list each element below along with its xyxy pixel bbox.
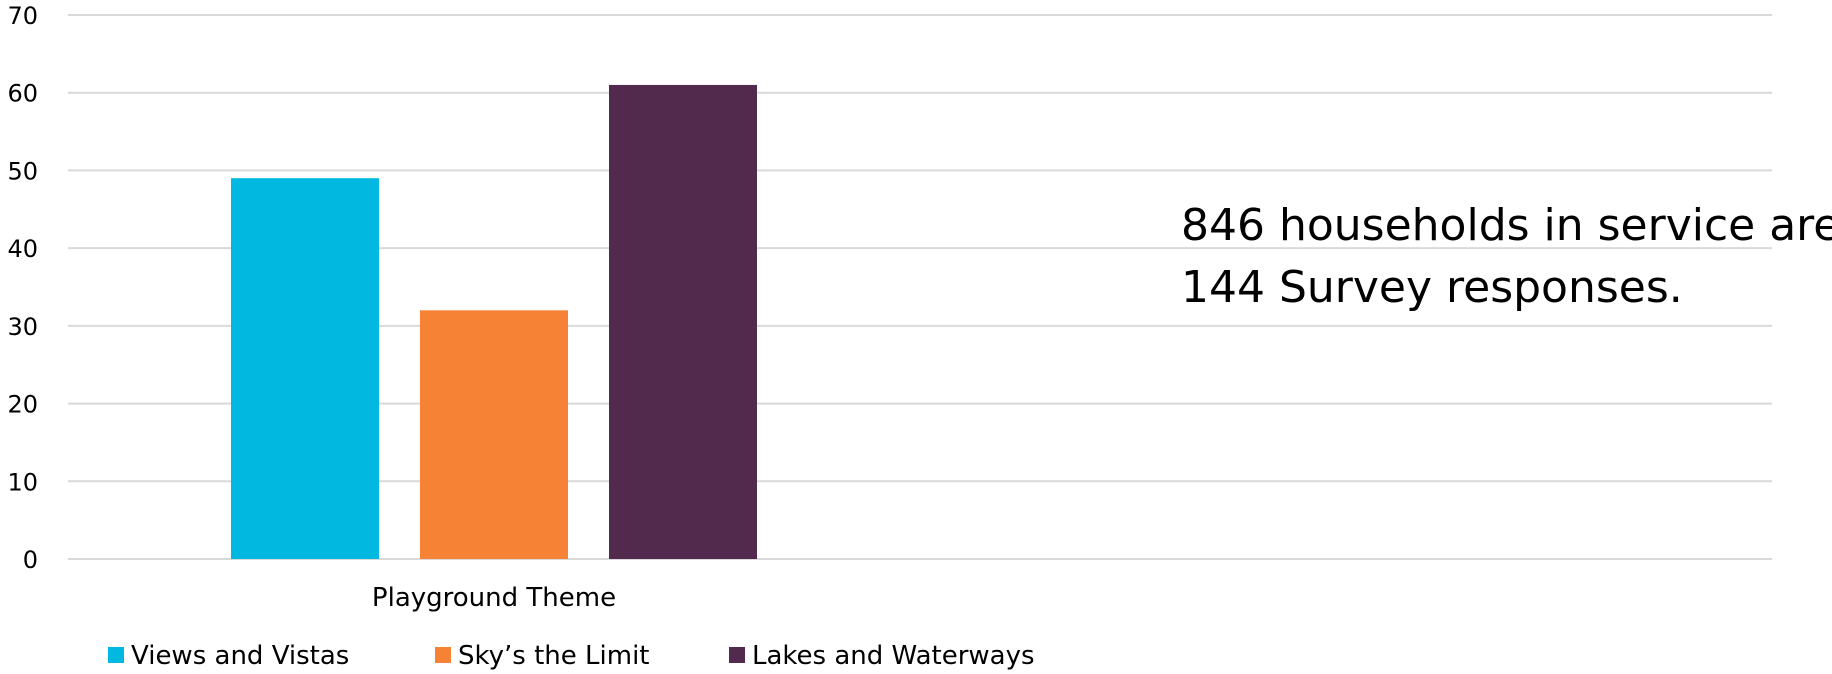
legend-label: Lakes and Waterways (752, 641, 1035, 671)
y-tick-label: 40 (7, 235, 38, 263)
y-tick-label: 70 (7, 2, 38, 30)
y-tick-label: 20 (7, 391, 38, 419)
y-tick-label: 50 (7, 157, 38, 185)
bars (231, 84, 757, 559)
legend-swatch (435, 647, 451, 663)
y-tick-label: 30 (7, 313, 38, 341)
legend: Views and Vistas Sky’s the Limit Lakes and… (108, 641, 1035, 671)
legend-swatch (729, 647, 745, 663)
y-axis-tick-labels: 0 10 20 30 40 50 60 70 (7, 2, 38, 574)
y-tick-label: 10 (7, 468, 38, 496)
legend-label: Sky’s the Limit (458, 641, 649, 671)
bar-views-and-vistas (231, 178, 379, 559)
bar-lakes-and-waterways (609, 84, 757, 559)
legend-label: Views and Vistas (131, 641, 349, 671)
annotation-survey-responses: 144 Survey responses. (1181, 262, 1683, 313)
x-category-label: Playground Theme (372, 583, 616, 613)
bar-sky-s-the-limit (420, 310, 568, 559)
annotation-households: 846 households in service area (1181, 200, 1832, 251)
chart-annotation: 846 households in service area 144 Surve… (1181, 195, 1832, 319)
y-tick-label: 0 (23, 546, 38, 574)
legend-swatch (108, 647, 124, 663)
x-axis-category-labels: Playground Theme (372, 583, 616, 613)
y-tick-label: 60 (7, 80, 38, 108)
